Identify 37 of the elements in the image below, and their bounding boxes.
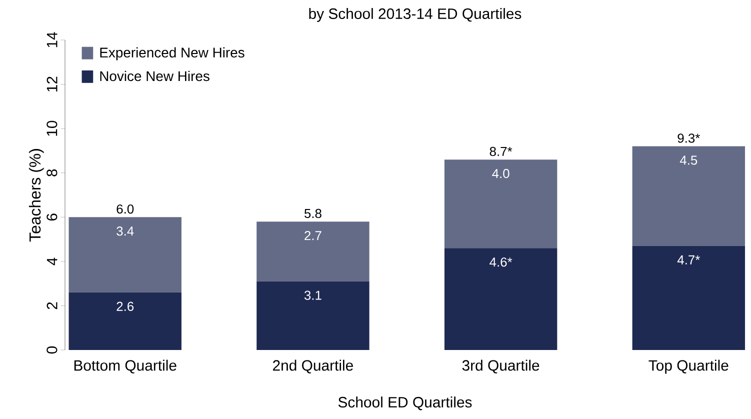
y-tick-label: 10 xyxy=(46,120,58,136)
legend-label: Experienced New Hires xyxy=(100,47,244,60)
data-label: 3.4 xyxy=(116,226,134,236)
y-tick-label: 6 xyxy=(46,214,58,221)
y-tick-label: 0 xyxy=(46,346,58,354)
total-label: 6.0 xyxy=(116,204,134,214)
total-label: 8.7* xyxy=(490,146,512,156)
data-label: 4.6* xyxy=(490,258,512,267)
total-label: 5.8 xyxy=(304,208,322,218)
y-tick-label: 14 xyxy=(46,32,58,48)
bar xyxy=(444,248,558,350)
data-label: 2.6 xyxy=(116,302,134,311)
y-axis-title: Teachers (%) xyxy=(28,149,44,242)
data-label: 4.7* xyxy=(677,255,700,264)
data-label: 2.7 xyxy=(304,230,322,240)
total-label: 9.3* xyxy=(678,134,700,143)
x-tick-label: 3rd Quartile xyxy=(462,360,540,374)
legend-label: Novice New Hires xyxy=(100,70,210,82)
chart-title: by School 2013-14 ED Quartiles xyxy=(309,8,522,22)
bar xyxy=(68,217,182,292)
data-label: 4.0 xyxy=(492,168,510,178)
bar xyxy=(632,246,746,350)
y-tick-label: 12 xyxy=(46,76,58,92)
y-tick-label: 8 xyxy=(46,169,58,176)
bar xyxy=(68,292,182,350)
bar xyxy=(632,146,746,246)
bar xyxy=(256,222,370,282)
y-tick-label: 4 xyxy=(46,258,58,266)
y-tick-label: 2 xyxy=(46,302,58,310)
data-label: 3.1 xyxy=(304,290,322,300)
bar xyxy=(444,160,558,248)
bar xyxy=(256,281,370,350)
x-tick-label: Top Quartile xyxy=(648,360,728,374)
x-axis-title: School ED Quartiles xyxy=(338,396,472,410)
x-tick-label: 2nd Quartile xyxy=(273,360,353,374)
data-label: 4.5 xyxy=(680,156,698,165)
x-tick-label: Bottom Quartile xyxy=(74,360,176,374)
